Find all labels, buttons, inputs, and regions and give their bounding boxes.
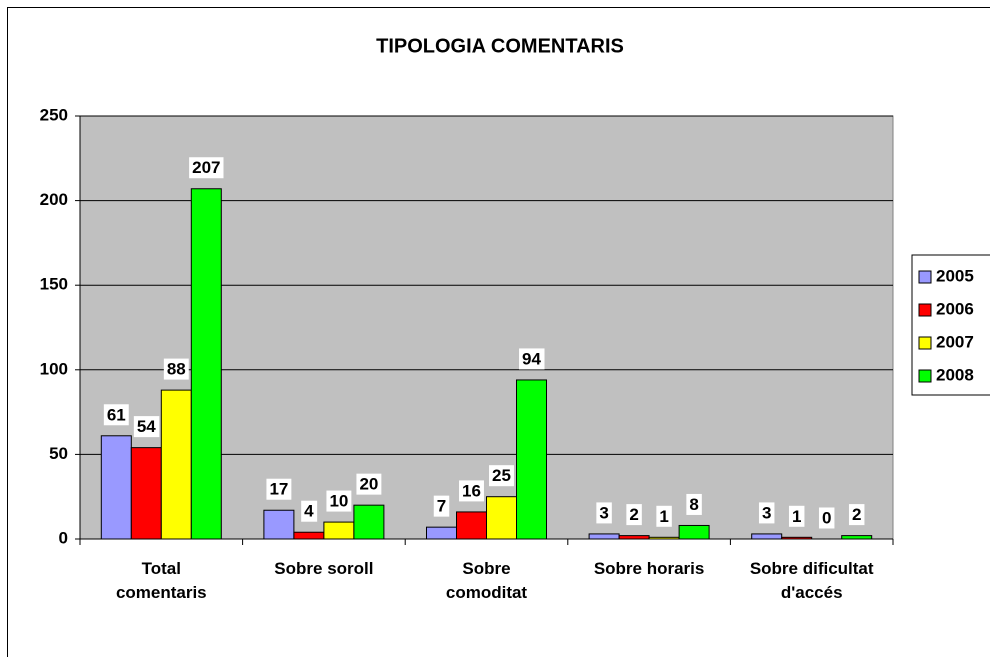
value-label-bg	[596, 502, 612, 524]
legend-swatch	[918, 336, 932, 350]
bar	[100, 435, 132, 540]
value-label-bg	[818, 507, 835, 529]
bar	[130, 447, 162, 540]
bar	[456, 511, 487, 540]
y-tick-label: 0	[59, 528, 68, 547]
x-tick-label: Sobre soroll	[274, 559, 374, 578]
bar	[353, 504, 385, 540]
bar	[293, 531, 325, 540]
value-label: 1	[659, 507, 668, 526]
bar	[516, 379, 547, 540]
value-label-bg	[626, 504, 642, 526]
bar	[751, 533, 783, 540]
value-label-bg	[326, 490, 352, 512]
value-label-bg	[788, 505, 805, 527]
bar	[678, 524, 710, 540]
value-label: 3	[599, 503, 608, 522]
value-label: 17	[269, 480, 288, 499]
value-label: 7	[437, 497, 446, 516]
x-tick-label: Sobre dificultat d'accés	[749, 559, 874, 602]
y-tick-label: 200	[40, 190, 68, 209]
x-tick-label: Sobre horaris	[593, 559, 705, 578]
bar	[588, 533, 620, 540]
value-label-bg	[103, 404, 129, 426]
value-label: 61	[107, 405, 126, 424]
value-label: 54	[137, 417, 156, 436]
y-tick-label: 250	[40, 105, 68, 124]
legend-label: 2007	[936, 332, 974, 351]
legend-swatch	[918, 369, 932, 383]
value-label: 88	[167, 360, 186, 379]
value-label-bg	[656, 505, 672, 527]
value-label-bg	[301, 500, 318, 522]
legend-label: 2006	[936, 299, 974, 318]
x-tick-label: Sobre comoditat	[445, 559, 528, 602]
value-label: 1	[792, 507, 801, 526]
value-label: 2	[629, 505, 638, 524]
legend-swatch	[918, 270, 932, 284]
chart-title: TIPOLOGIA COMENTARIS	[376, 35, 624, 57]
value-label: 94	[522, 349, 541, 368]
value-label-bg	[433, 495, 450, 517]
value-label: 10	[329, 492, 348, 511]
bar	[781, 536, 813, 540]
bar	[323, 521, 355, 540]
legend-swatch	[918, 303, 932, 317]
value-label-bg	[356, 473, 382, 495]
value-label-bg	[459, 480, 484, 502]
value-label: 16	[462, 481, 481, 500]
value-label-bg	[758, 502, 775, 524]
value-label-bg	[519, 348, 545, 370]
bar	[486, 496, 517, 540]
value-label: 207	[192, 158, 220, 177]
value-label-bg	[133, 416, 160, 438]
value-label: 2	[852, 505, 861, 524]
value-label-bg	[266, 478, 292, 500]
value-label: 25	[492, 466, 511, 485]
y-tick-label: 150	[40, 275, 68, 294]
bar	[263, 509, 295, 540]
value-label-bg	[189, 157, 224, 179]
value-label-bg	[163, 358, 189, 380]
bar	[618, 535, 650, 540]
legend-label: 2008	[936, 365, 974, 384]
bar	[426, 526, 457, 540]
bar	[160, 389, 192, 540]
legend-label: 2005	[936, 266, 974, 285]
bar	[190, 188, 222, 540]
value-label-bg	[848, 504, 865, 526]
bar	[841, 535, 873, 540]
y-tick-label: 100	[40, 359, 68, 378]
x-tick-label: Total comentaris	[115, 559, 207, 602]
value-label: 3	[762, 503, 771, 522]
y-tick-label: 50	[49, 444, 68, 463]
value-label: 20	[359, 475, 378, 494]
value-label-bg	[686, 493, 702, 515]
value-label: 4	[304, 502, 314, 521]
value-label-bg	[489, 465, 514, 487]
value-label: 8	[689, 495, 698, 514]
bar	[648, 536, 680, 540]
value-label: 0	[822, 508, 831, 527]
